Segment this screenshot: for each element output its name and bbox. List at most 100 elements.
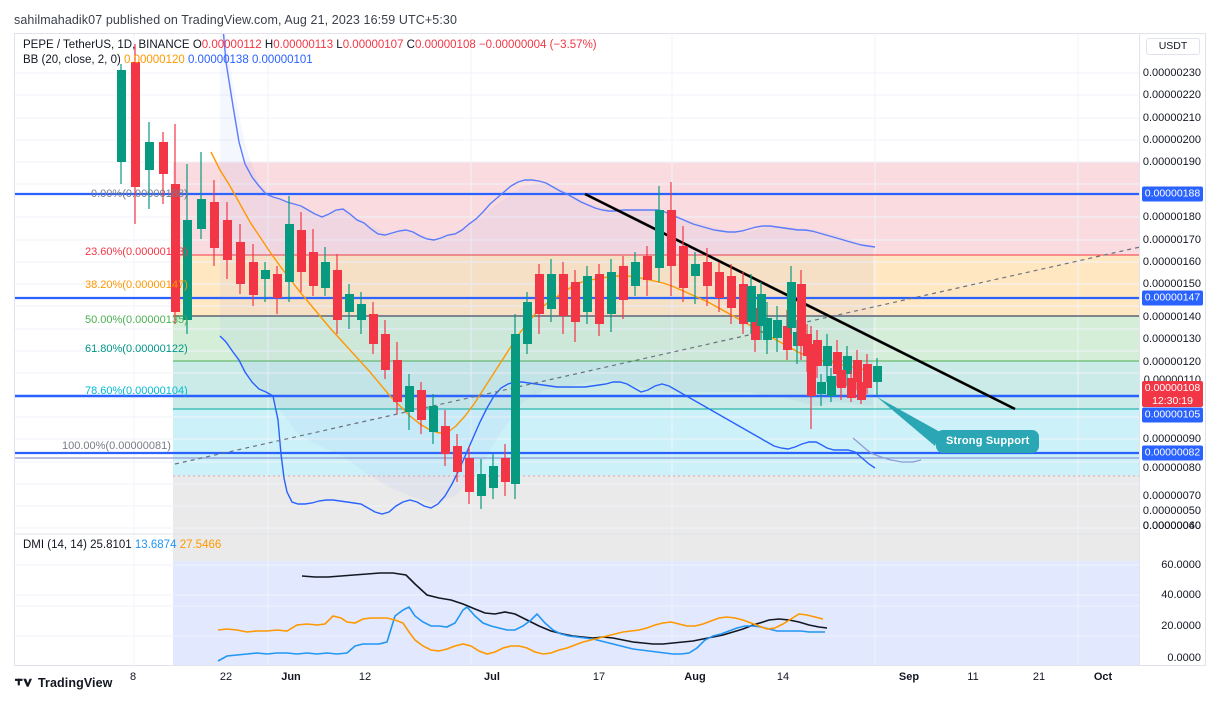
candle-up	[183, 164, 192, 334]
dmi-tick: 0.0000	[1167, 652, 1201, 664]
price-badge-resistance-mid[interactable]: 0.00000147	[1142, 290, 1203, 306]
time-tick-month: Jun	[281, 671, 301, 683]
candle-down	[863, 354, 872, 394]
price-badge-support-near[interactable]: 0.00000105	[1142, 407, 1203, 423]
candle-down	[131, 44, 140, 224]
time-gridlines	[133, 34, 1079, 666]
candle-down	[441, 410, 450, 466]
candle-up	[357, 292, 366, 334]
price-tick: 0.00000130	[1142, 333, 1201, 345]
time-tick-month: Oct	[1093, 671, 1113, 683]
time-tick-month: Sep	[898, 671, 920, 683]
candle-down-last	[857, 374, 866, 404]
candle-up	[691, 252, 700, 304]
price-badge-support-low[interactable]: 0.00000082	[1142, 445, 1203, 461]
tradingview-wordmark: TradingView	[38, 676, 113, 690]
price-badge-resistance-high[interactable]: 0.00000188	[1142, 186, 1203, 202]
candle-up	[787, 266, 796, 334]
price-badge-last-price[interactable]: 0.00000108 12:30:19	[1142, 381, 1203, 407]
candle-up	[405, 374, 414, 430]
fib-zone-786-100	[173, 476, 1140, 561]
candle-down	[369, 302, 378, 354]
candle-up	[817, 374, 826, 406]
candle-down	[595, 264, 604, 336]
candle-down	[159, 132, 168, 204]
candle-up	[655, 186, 664, 282]
candle-up	[523, 292, 532, 354]
candle-down	[171, 124, 180, 324]
price-tick: 0.00000120	[1142, 356, 1201, 368]
candle-up	[607, 259, 616, 332]
candle-down	[465, 446, 474, 504]
price-tick: 0.00000170	[1142, 234, 1201, 246]
candle-down	[679, 226, 688, 302]
candle-up	[823, 334, 832, 382]
bb-upper-band	[222, 34, 876, 248]
candle-down	[847, 370, 856, 402]
time-tick: 22	[219, 671, 233, 683]
dmi-plus-di-value: 13.6874	[134, 539, 177, 551]
time-tick: 21	[1032, 671, 1046, 683]
dotted-support-trendline	[174, 246, 1140, 465]
candle-up	[631, 252, 640, 296]
price-tick: 0.00000220	[1142, 89, 1201, 101]
time-tick-month: Aug	[684, 671, 706, 683]
bb-band-fill	[220, 34, 873, 504]
candle-down	[309, 229, 318, 296]
strong-support-callout[interactable]: Strong Support	[936, 430, 1040, 453]
dmi-adx-value: 25.8101	[90, 539, 132, 551]
candle-down	[249, 244, 258, 306]
time-tick: 12	[358, 671, 372, 683]
candle-up	[197, 152, 206, 239]
currency-badge[interactable]: USDT	[1146, 38, 1200, 55]
price-tick: 0.00000060	[1142, 520, 1201, 532]
price-axis[interactable]: USDT 0.00000230 0.00000220 0.00000210 0.…	[1139, 34, 1205, 666]
candle-down	[236, 224, 245, 294]
price-tick: 0.00000090	[1142, 433, 1201, 445]
price-tick: 0.00000200	[1142, 134, 1201, 146]
candle-down	[797, 270, 806, 360]
price-tick: 0.00000230	[1142, 67, 1201, 79]
candle-down	[393, 342, 402, 414]
candle-down	[273, 266, 282, 314]
price-chart-svg	[15, 34, 1140, 666]
tradingview-logo[interactable]: TradingView	[15, 676, 113, 690]
last-price-value: 0.00000108	[1144, 382, 1201, 394]
candle-down	[619, 256, 628, 319]
candle-down	[333, 254, 342, 334]
candle-down	[837, 362, 846, 400]
bar-countdown: 12:30:19	[1152, 394, 1193, 407]
candle-down	[297, 212, 306, 292]
price-plot-area[interactable]: 0.00%(0.00000188) 23.60%(0.00000163) 38.…	[15, 34, 1140, 666]
candle-down	[703, 248, 712, 306]
blue-price-lines	[15, 192, 1140, 455]
candle-down	[727, 264, 736, 324]
time-tick-month: Jul	[484, 671, 500, 683]
candle-down	[417, 382, 426, 434]
fib-zone-below-100	[173, 561, 1140, 666]
price-tick: 0.00000180	[1142, 211, 1201, 223]
dmi-tick: 60.0000	[1161, 559, 1201, 571]
candle-up	[321, 247, 330, 296]
price-tick: 0.00000050	[1142, 505, 1201, 517]
callout-pointer	[877, 397, 940, 446]
time-axis[interactable]: 8 22 Jun 12 Jul 17 Aug 14 Sep 11 21 Oct	[14, 665, 1206, 689]
candle-up	[827, 368, 836, 402]
bb-lower-band	[219, 335, 876, 515]
price-tick: 0.00000040	[1142, 520, 1201, 532]
price-tick: 0.00000150	[1142, 278, 1201, 290]
candle-up	[285, 196, 294, 302]
dmi-title[interactable]: DMI (14, 14)	[23, 539, 87, 551]
candle-up	[261, 262, 270, 302]
candle-up	[489, 454, 498, 499]
candle-up	[547, 259, 556, 322]
candle-up	[583, 266, 592, 324]
candle-up	[511, 314, 520, 499]
dmi-tick: 20.0000	[1161, 620, 1201, 632]
candle-up	[873, 358, 882, 396]
candlesticks	[117, 44, 882, 509]
candle-down	[807, 326, 816, 429]
time-tick: 11	[967, 671, 979, 683]
candle-down	[381, 320, 390, 379]
candle-up	[763, 302, 772, 354]
